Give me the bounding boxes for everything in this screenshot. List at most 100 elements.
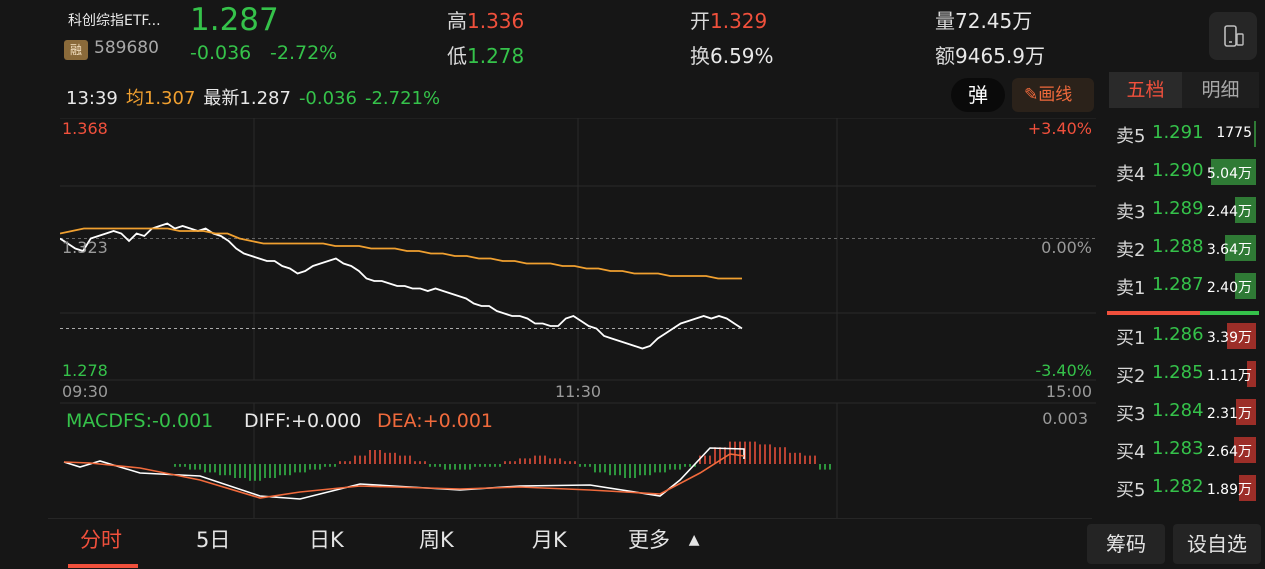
tab-details[interactable]: 明细 <box>1182 72 1259 108</box>
dea-label: DEA:+0.001 <box>377 410 493 432</box>
bid-label: 买5 <box>1116 480 1146 501</box>
price-series-group <box>60 222 743 350</box>
bid-volume-bar <box>1234 437 1256 463</box>
bid-price: 1.285 <box>1152 362 1204 383</box>
ask-row[interactable]: 卖1 1.287 2.40万 <box>1110 271 1260 301</box>
ask-volume: 3.64万 <box>1206 242 1252 258</box>
tab-daily-k[interactable]: 日K <box>309 528 344 552</box>
fund-name: 科创综指ETF... <box>68 13 161 29</box>
bid-price: 1.282 <box>1152 476 1204 497</box>
chart-grid <box>60 118 1096 518</box>
bid-volume-bar <box>1227 323 1256 349</box>
diff-label: DIFF:+0.000 <box>244 410 361 432</box>
bid-price: 1.283 <box>1152 438 1204 459</box>
bid-volume: 3.39万 <box>1206 330 1252 346</box>
popup-button[interactable]: 弹 <box>951 78 1005 112</box>
volume-stat: 量72.45万 <box>935 5 1032 34</box>
ask-volume-bar <box>1225 235 1256 261</box>
intraday-chart[interactable]: 1.368 1.323 1.278 +3.40% 0.00% -3.40% 09… <box>60 118 1096 518</box>
ask-label: 卖4 <box>1116 164 1146 185</box>
x-tick-end: 15:00 <box>1046 382 1092 401</box>
ask-bid-split-green <box>1200 311 1259 315</box>
avg-price-line <box>60 227 742 280</box>
ask-volume: 5.04万 <box>1206 166 1252 182</box>
bid-label: 买1 <box>1116 328 1146 349</box>
ask-label: 卖1 <box>1116 278 1146 299</box>
y-tick-mid: 1.323 <box>62 238 108 257</box>
ask-price: 1.290 <box>1152 160 1204 181</box>
bid-row[interactable]: 买2 1.285 1.11万 <box>1110 359 1260 389</box>
ask-volume: 2.40万 <box>1206 280 1252 296</box>
ask-row[interactable]: 卖5 1.291 1775 <box>1110 119 1260 149</box>
draw-line-label: 画线 <box>1038 85 1073 105</box>
price-change: -0.036 <box>190 42 252 64</box>
low-label: 低 <box>447 44 467 68</box>
bid-row[interactable]: 买5 1.282 1.89万 <box>1110 473 1260 503</box>
active-tab-indicator <box>68 564 138 568</box>
bid-row[interactable]: 买4 1.283 2.64万 <box>1110 435 1260 465</box>
margin-badge: 融 <box>64 40 88 60</box>
caret-up-icon: ▲ <box>688 532 700 548</box>
tab-intraday[interactable]: 分时 <box>80 528 122 552</box>
high-label: 高 <box>447 9 467 33</box>
bid-row[interactable]: 买3 1.284 2.31万 <box>1110 397 1260 427</box>
turnover-stat: 换6.59% <box>690 40 774 69</box>
volume-value: 72.45万 <box>955 9 1033 33</box>
ask-label: 卖5 <box>1116 126 1146 147</box>
bid-volume: 2.31万 <box>1206 406 1252 422</box>
phone-icon <box>1224 25 1244 47</box>
bid-row[interactable]: 买1 1.286 3.39万 <box>1110 321 1260 351</box>
low-value: 1.278 <box>467 44 525 68</box>
cursor-time: 13:39 <box>66 88 118 109</box>
price-change-pct: -2.72% <box>270 42 338 64</box>
y-tick-top: 1.368 <box>62 119 108 138</box>
bid-label: 买3 <box>1116 404 1146 425</box>
ask-row[interactable]: 卖4 1.290 5.04万 <box>1110 157 1260 187</box>
tab-weekly-k[interactable]: 周K <box>419 528 454 552</box>
ask-row[interactable]: 卖2 1.288 3.64万 <box>1110 233 1260 263</box>
chips-button[interactable]: 筹码 <box>1087 524 1165 564</box>
ask-row[interactable]: 卖3 1.289 2.44万 <box>1110 195 1260 225</box>
price-line <box>60 222 743 350</box>
bid-volume-bar <box>1247 361 1256 387</box>
avg-label: 均 <box>125 88 144 109</box>
info-change: -0.036 <box>298 88 357 109</box>
open-value: 1.329 <box>710 9 768 33</box>
ask-volume-bar <box>1235 197 1256 223</box>
pct-tick-top: +3.40% <box>1028 119 1092 138</box>
pct-tick-mid: 0.00% <box>1041 238 1092 257</box>
add-watchlist-button[interactable]: 设自选 <box>1173 524 1261 564</box>
dea-line <box>63 453 745 499</box>
latest-label: 最新 <box>203 88 240 109</box>
ask-volume-bar <box>1235 273 1256 299</box>
bid-volume: 1.11万 <box>1206 368 1252 384</box>
popup-label: 弹 <box>968 83 988 107</box>
high-value: 1.336 <box>467 9 525 33</box>
ask-price: 1.288 <box>1152 236 1204 257</box>
pencil-icon: ✎ <box>1024 85 1039 105</box>
tab-5day[interactable]: 5日 <box>196 528 231 552</box>
ask-price: 1.291 <box>1152 122 1204 143</box>
latest-value: 1.287 <box>239 88 291 109</box>
tab-more[interactable]: 更多 ▲ <box>628 524 699 554</box>
x-tick-start: 09:30 <box>62 382 108 401</box>
macd-scale: 0.003 <box>1042 409 1088 428</box>
device-switch-button[interactable] <box>1209 12 1257 60</box>
ask-volume: 2.44万 <box>1206 204 1252 220</box>
draw-line-button[interactable]: ✎画线 <box>1012 78 1094 112</box>
ask-volume: 1775 <box>1216 125 1252 141</box>
ask-price: 1.289 <box>1152 198 1204 219</box>
tab-five-levels[interactable]: 五档 <box>1109 72 1182 108</box>
amount-label: 额 <box>935 44 955 68</box>
tab-monthly-k[interactable]: 月K <box>532 528 567 552</box>
current-price: 1.287 <box>190 2 279 38</box>
chart-info-row: 13:39 均1.307 最新1.287 -0.036 -2.721% <box>66 84 448 110</box>
ask-volume-bar <box>1211 159 1256 185</box>
tab-more-label: 更多 <box>628 528 670 552</box>
ask-bid-split-red <box>1107 311 1200 315</box>
ask-price: 1.287 <box>1152 274 1204 295</box>
volume-label: 量 <box>935 9 955 33</box>
ask-label: 卖3 <box>1116 202 1146 223</box>
bid-volume: 2.64万 <box>1206 444 1252 460</box>
high-stat: 高1.336 <box>447 5 524 34</box>
